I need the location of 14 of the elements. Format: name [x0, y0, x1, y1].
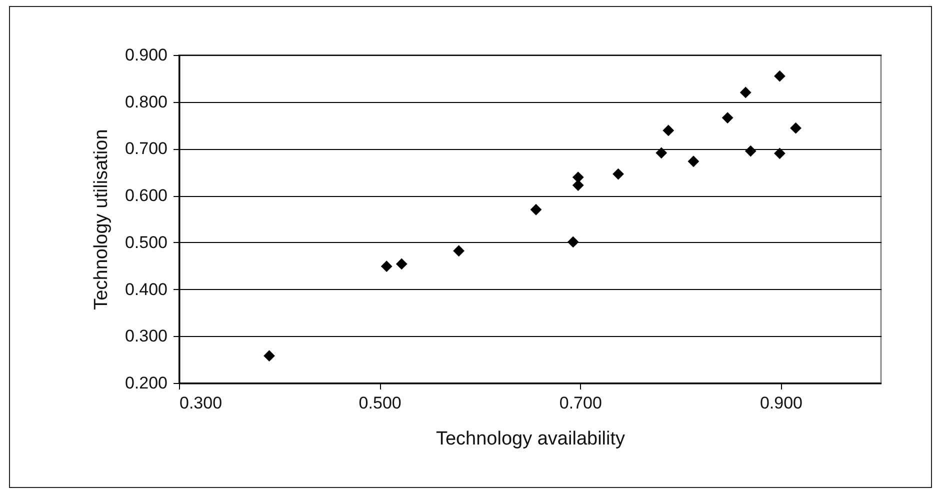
y-tick-label: 0.400 — [124, 280, 168, 299]
y-tick-label: 0.700 — [124, 139, 168, 158]
y-tick-label: 0.900 — [124, 46, 168, 64]
x-tick-label: 0.500 — [358, 394, 402, 412]
y-axis-title: Technology utilisation — [90, 129, 112, 310]
y-tick-label: 0.200 — [124, 374, 168, 392]
x-tick-label: 0.900 — [760, 394, 802, 412]
y-tick-label: 0.800 — [124, 92, 168, 112]
y-tick-label: 0.600 — [124, 186, 168, 206]
y-tick-label: 0.500 — [124, 232, 168, 252]
x-tick-label: 0.300 — [180, 394, 222, 412]
x-axis-title: Technology availability — [436, 428, 626, 450]
x-tick-label: 0.700 — [559, 394, 602, 412]
y-tick-label: 0.300 — [124, 326, 168, 346]
